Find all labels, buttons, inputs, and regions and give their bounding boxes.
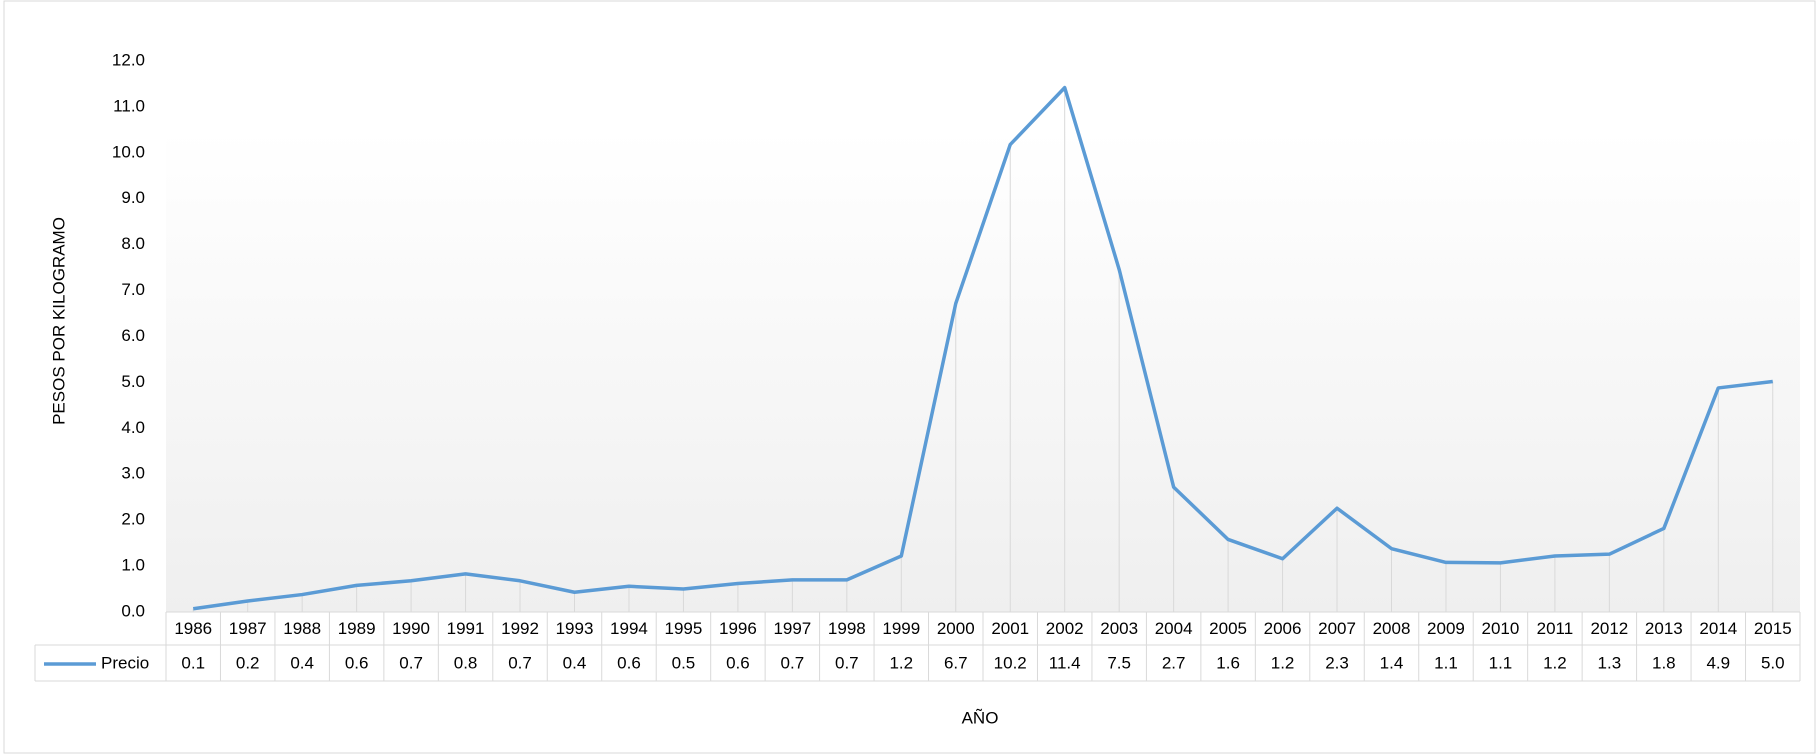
data-table-value: 11.4	[1049, 653, 1081, 672]
y-tick-label: 12.0	[112, 50, 145, 69]
data-table-value: 0.7	[508, 653, 532, 672]
x-tick-label: 1995	[665, 619, 703, 638]
data-table-value: 0.1	[181, 653, 205, 672]
x-tick-label: 2004	[1155, 619, 1193, 638]
y-tick-label: 9.0	[121, 188, 145, 207]
data-table-value: 6.7	[944, 653, 968, 672]
x-tick-label: 1998	[828, 619, 866, 638]
x-tick-label: 1996	[719, 619, 757, 638]
data-table-value: 1.3	[1598, 653, 1622, 672]
y-tick-label: 6.0	[121, 326, 145, 345]
x-tick-label: 2011	[1537, 619, 1574, 638]
data-table-value: 0.5	[672, 653, 696, 672]
y-tick-label: 7.0	[121, 280, 145, 299]
x-tick-label: 2008	[1373, 619, 1411, 638]
data-table-value: 10.2	[994, 653, 1027, 672]
data-table-value: 0.7	[399, 653, 423, 672]
data-table-value: 0.6	[726, 653, 750, 672]
x-tick-label: 2006	[1264, 619, 1302, 638]
x-tick-label: 1988	[283, 619, 321, 638]
x-tick-label: 2010	[1482, 619, 1520, 638]
legend-label: Precio	[101, 653, 149, 672]
x-tick-label: 1986	[174, 619, 212, 638]
x-tick-label: 1994	[610, 619, 648, 638]
data-table-value: 1.2	[1543, 653, 1567, 672]
plot-background	[166, 130, 1800, 612]
y-tick-label: 4.0	[121, 418, 145, 437]
data-table-value: 0.2	[236, 653, 260, 672]
data-table-value: 1.2	[1271, 653, 1295, 672]
y-tick-label: 1.0	[121, 556, 145, 575]
data-table-value: 1.2	[889, 653, 913, 672]
x-tick-label: 2015	[1754, 619, 1792, 638]
data-table-value: 0.7	[835, 653, 859, 672]
x-tick-label: 2012	[1590, 619, 1628, 638]
x-tick-label: 2003	[1100, 619, 1138, 638]
data-table-value: 0.4	[290, 653, 314, 672]
data-table-value: 2.3	[1325, 653, 1349, 672]
y-tick-label: 10.0	[112, 142, 145, 161]
y-tick-label: 11.0	[113, 96, 145, 115]
data-table-value: 4.9	[1706, 653, 1730, 672]
x-tick-label: 1999	[882, 619, 920, 638]
x-tick-label: 2002	[1046, 619, 1084, 638]
y-tick-label: 5.0	[121, 372, 145, 391]
data-table-value: 7.5	[1107, 653, 1131, 672]
x-tick-label: 2000	[937, 619, 975, 638]
x-tick-label: 1990	[392, 619, 430, 638]
data-table-value: 0.7	[781, 653, 805, 672]
data-table-value: 0.4	[563, 653, 587, 672]
data-table-value: 1.1	[1489, 653, 1513, 672]
x-tick-label: 2014	[1699, 619, 1737, 638]
y-tick-label: 8.0	[121, 234, 145, 253]
x-tick-label: 2005	[1209, 619, 1247, 638]
data-table-value: 1.4	[1380, 653, 1404, 672]
x-tick-label: 1987	[229, 619, 267, 638]
data-table-value: 0.6	[345, 653, 369, 672]
data-table-value: 0.6	[617, 653, 641, 672]
x-tick-label: 2001	[991, 619, 1029, 638]
data-table-value: 0.8	[454, 653, 478, 672]
data-table-value: 5.0	[1761, 653, 1785, 672]
x-tick-label: 1997	[773, 619, 811, 638]
data-table-value: 1.1	[1434, 653, 1458, 672]
y-tick-label: 2.0	[121, 510, 145, 529]
series-line	[192, 85, 1773, 611]
x-tick-label: 2013	[1645, 619, 1683, 638]
data-table-value: 1.8	[1652, 653, 1676, 672]
x-axis-label: AÑO	[962, 708, 999, 727]
x-tick-label: 1991	[447, 619, 485, 638]
x-tick-label: 1993	[556, 619, 594, 638]
x-tick-label: 1989	[338, 619, 376, 638]
data-table-value: 1.6	[1216, 653, 1240, 672]
y-tick-label: 3.0	[121, 464, 145, 483]
data-table-value: 2.7	[1162, 653, 1186, 672]
y-tick-label: 0.0	[121, 601, 145, 620]
x-tick-label: 2009	[1427, 619, 1465, 638]
y-axis-label: PESOS POR KILOGRAMO	[49, 217, 68, 425]
x-tick-label: 1992	[501, 619, 539, 638]
x-tick-label: 2007	[1318, 619, 1356, 638]
